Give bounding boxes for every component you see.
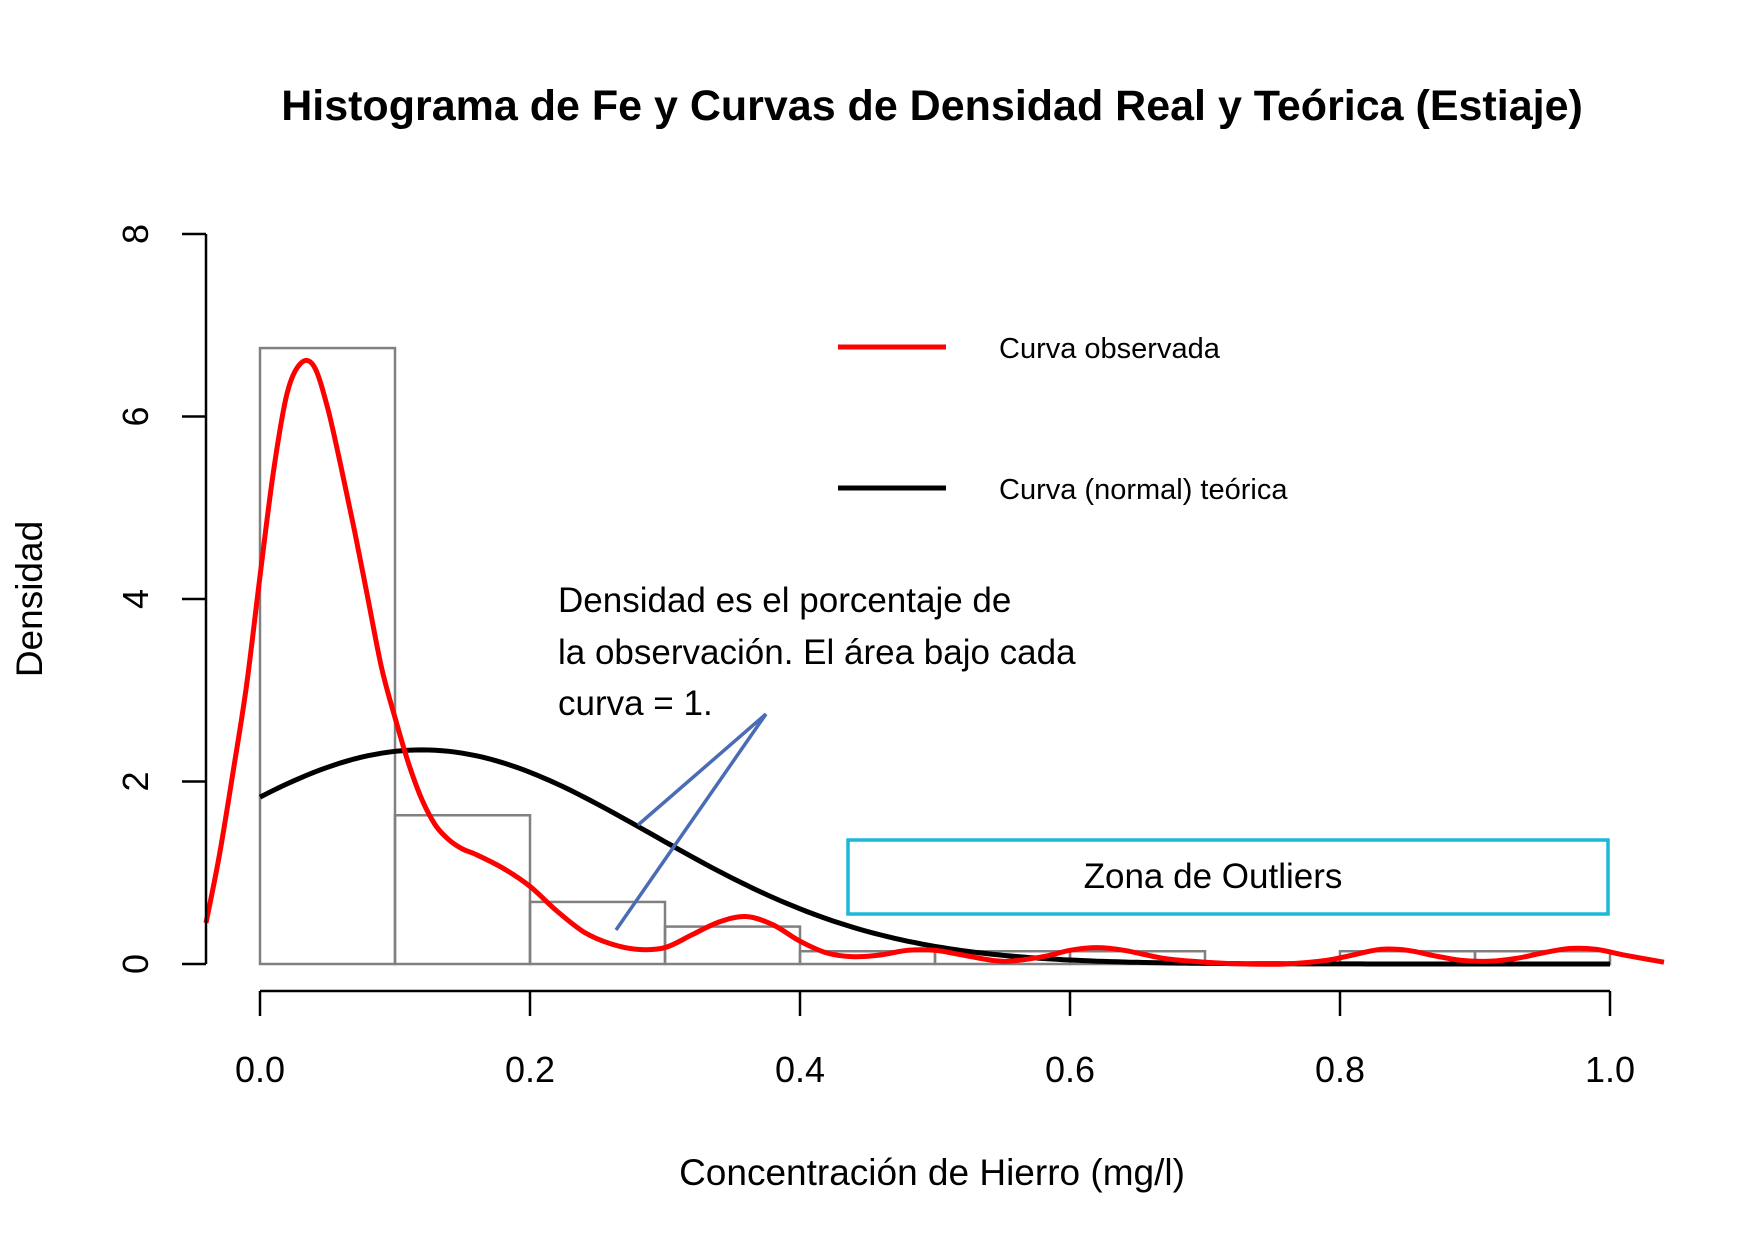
x-tick-label: 0.2 — [505, 1049, 555, 1090]
x-tick-label: 0.6 — [1045, 1049, 1095, 1090]
x-axis: 0.0 0.2 0.4 0.6 0.8 1.0 — [235, 989, 1635, 1090]
note-pointer-to-observed — [614, 713, 768, 931]
y-tick-label: 0 — [115, 954, 156, 974]
outlier-zone: Zona de Outliers — [846, 838, 1610, 916]
legend-label-theoretical: Curva (normal) teórica — [999, 474, 1288, 506]
note-pointer-to-normal — [636, 712, 768, 827]
x-tick-label: 0.8 — [1315, 1049, 1365, 1090]
observed-density-curve — [203, 357, 1665, 967]
x-tick-label: 1.0 — [1585, 1049, 1635, 1090]
legend-label-observed: Curva observada — [999, 333, 1221, 365]
histogram-bar — [258, 346, 397, 966]
y-tick-label: 8 — [115, 224, 156, 244]
density-note: Densidad es el porcentaje de la observac… — [558, 581, 1076, 931]
outlier-zone-box — [846, 838, 1610, 916]
y-axis-label: Densidad — [9, 521, 50, 677]
normal-theoretical-curve — [258, 747, 1610, 967]
note-line-2: la observación. El área bajo cada — [558, 633, 1076, 672]
legend: Curva observada Curva (normal) teórica — [838, 333, 1288, 506]
y-tick-label: 2 — [115, 771, 156, 791]
y-axis: 0 2 4 6 8 — [115, 224, 208, 974]
histogram-bar — [663, 925, 802, 966]
note-line-1: Densidad es el porcentaje de — [558, 581, 1011, 620]
x-axis-label: Concentración de Hierro (mg/l) — [679, 1152, 1185, 1193]
histogram-bar — [393, 814, 532, 966]
note-line-3: curva = 1. — [558, 684, 713, 723]
chart-title: Histograma de Fe y Curvas de Densidad Re… — [281, 82, 1583, 130]
outlier-zone-label: Zona de Outliers — [1084, 857, 1343, 896]
x-tick-label: 0.0 — [235, 1049, 285, 1090]
y-tick-label: 4 — [115, 589, 156, 609]
y-tick-label: 6 — [115, 406, 156, 426]
x-tick-label: 0.4 — [775, 1049, 825, 1090]
histogram-bar — [528, 900, 667, 966]
